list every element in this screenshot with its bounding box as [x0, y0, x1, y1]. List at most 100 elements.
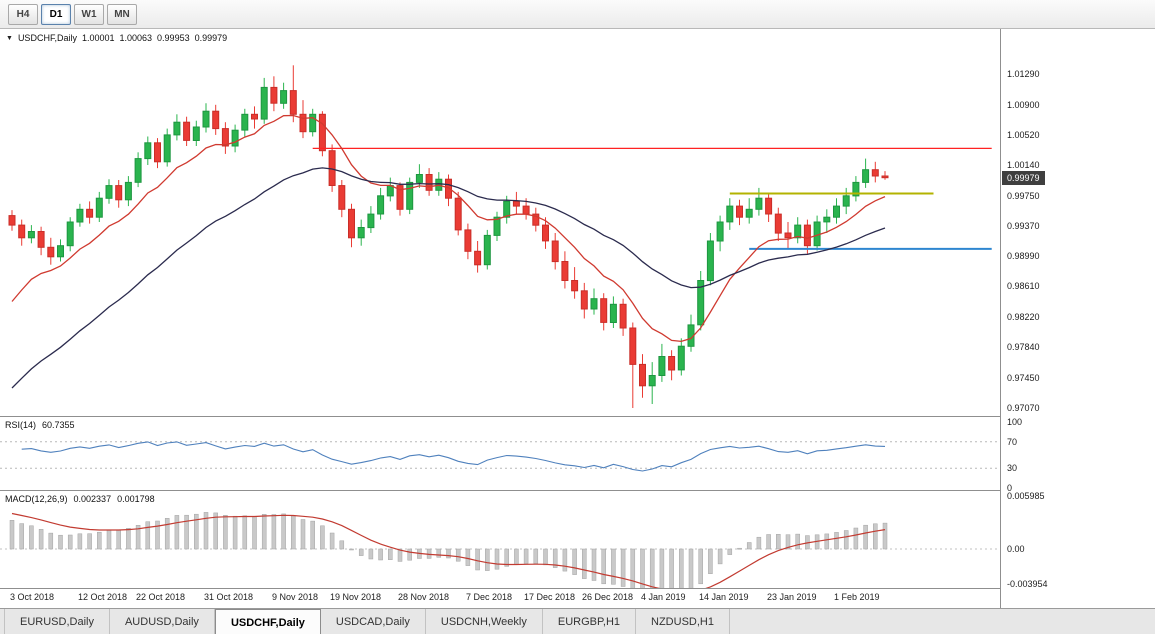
time-axis[interactable]: 3 Oct 2018 12 Oct 2018 22 Oct 2018 31 Oct 2…: [0, 589, 1000, 608]
candle: [687, 314, 695, 352]
candle: [774, 207, 782, 241]
macd-histogram-bar: [261, 514, 267, 550]
macd-histogram-bar: [649, 548, 655, 588]
macd-histogram-bar: [300, 519, 306, 550]
macd-histogram-bar: [659, 548, 665, 588]
ma-slow-dark-line: [11, 167, 886, 389]
candle: [716, 215, 724, 252]
macd-histogram-bar: [164, 518, 170, 550]
macd-histogram-bar: [465, 548, 471, 566]
candle: [115, 180, 123, 208]
candle: [454, 191, 462, 236]
macd-histogram-bar: [582, 548, 587, 579]
candle: [66, 217, 74, 252]
macd-histogram-bar: [58, 534, 63, 550]
candle: [668, 350, 676, 381]
candle: [251, 106, 258, 129]
macd-histogram-bar: [669, 548, 674, 588]
chart-tab-nzdusd[interactable]: NZDUSD,H1: [636, 609, 730, 634]
date-label: 17 Dec 2018: [524, 592, 576, 602]
macd-histogram-bar: [339, 540, 345, 550]
candle: [639, 354, 646, 398]
candle: [658, 343, 666, 382]
macd-histogram-bar: [766, 534, 771, 550]
candle: [27, 225, 35, 244]
price-scale-label: 1.01290: [1007, 69, 1040, 79]
chart-tabs: EURUSD,Daily AUDUSD,Daily USDCHF,Daily USDC…: [0, 608, 1155, 634]
rsi-scale-label: 0: [1007, 483, 1013, 493]
candle: [260, 77, 268, 124]
macd-histogram-bar: [446, 548, 451, 559]
macd-histogram-bar: [174, 515, 180, 550]
candle: [551, 233, 559, 270]
chart-tab-eurgbp[interactable]: EURGBP,H1: [543, 609, 637, 634]
candle: [348, 203, 355, 248]
date-label: 31 Oct 2018: [204, 592, 254, 602]
chart-tab-audusd[interactable]: AUDUSD,Daily: [110, 609, 215, 634]
chart-tab-usdcad[interactable]: USDCAD,Daily: [321, 609, 426, 634]
macd-histogram-bar: [407, 548, 412, 561]
date-label: 4 Jan 2019: [641, 592, 686, 602]
candle: [47, 237, 55, 265]
date-label: 1 Feb 2019: [834, 592, 880, 602]
panel-separator[interactable]: [0, 490, 1155, 491]
quick-trade-arrow-icon[interactable]: ▼: [6, 34, 13, 42]
timeframe-button-w1[interactable]: W1: [74, 3, 104, 25]
chart-tab-usdchf[interactable]: USDCHF,Daily: [214, 609, 321, 634]
price-scale-label: 0.97840: [1007, 342, 1040, 352]
chart-tab-eurusd[interactable]: EURUSD,Daily: [4, 609, 110, 634]
candle: [677, 338, 685, 376]
timeframe-button-d1[interactable]: D1: [41, 3, 71, 25]
macd-histogram-bar: [756, 536, 762, 550]
candle: [561, 251, 569, 289]
candlestick-chart[interactable]: [0, 29, 1000, 416]
macd-histogram-bar: [552, 548, 558, 568]
macd-histogram-bar: [135, 525, 141, 550]
macd-histogram-bar: [601, 548, 606, 585]
candle: [231, 124, 239, 153]
timeframe-toolbar: H4 D1 W1 MN: [0, 0, 1155, 29]
price-scale-label: 0.98610: [1007, 281, 1040, 291]
candle: [221, 122, 229, 154]
candle: [493, 211, 501, 241]
macd-histogram-bar: [378, 548, 383, 561]
candle: [862, 158, 870, 188]
candle: [105, 179, 113, 204]
price-scale-label: 0.98990: [1007, 251, 1040, 261]
macd-signal-value: 0.001798: [117, 494, 155, 504]
macd-histogram-bar: [97, 531, 102, 550]
ohlc-low: 0.99953: [157, 33, 190, 43]
candle: [367, 206, 375, 233]
panel-separator[interactable]: [0, 416, 1155, 417]
candle: [86, 201, 94, 224]
macd-histogram-bar: [281, 513, 286, 550]
candle: [745, 198, 753, 224]
ohlc-high: 1.00063: [119, 33, 153, 43]
macd-panel[interactable]: [0, 491, 1000, 588]
candle: [8, 210, 16, 231]
macd-label: MACD(12,26,9) 0.002337 0.001798: [5, 494, 155, 504]
price-scale[interactable]: 0.99979 1.01290 1.00900 1.00520 1.00140 0.99…: [1001, 29, 1155, 608]
macd-histogram-bar: [475, 548, 480, 571]
candle: [852, 176, 860, 202]
macd-histogram-bar: [514, 548, 519, 565]
candle: [386, 177, 394, 202]
chart-tab-usdcnh[interactable]: USDCNH,Weekly: [426, 609, 543, 634]
macd-histogram-bar: [232, 515, 238, 550]
macd-histogram-bar: [184, 514, 189, 550]
date-label: 23 Jan 2019: [767, 592, 817, 602]
macd-histogram-bar: [494, 548, 500, 570]
macd-histogram-bar: [873, 523, 878, 550]
macd-histogram-bar: [19, 523, 24, 550]
candle: [532, 207, 540, 232]
candle: [580, 282, 588, 319]
candle: [726, 198, 734, 230]
rsi-panel[interactable]: [0, 417, 1000, 490]
timeframe-button-h4[interactable]: H4: [8, 3, 38, 25]
candle: [619, 298, 627, 336]
macd-histogram-bar: [48, 532, 54, 550]
macd-histogram-bar: [155, 520, 160, 550]
timeframe-button-mn[interactable]: MN: [107, 3, 137, 25]
candle: [483, 229, 491, 270]
